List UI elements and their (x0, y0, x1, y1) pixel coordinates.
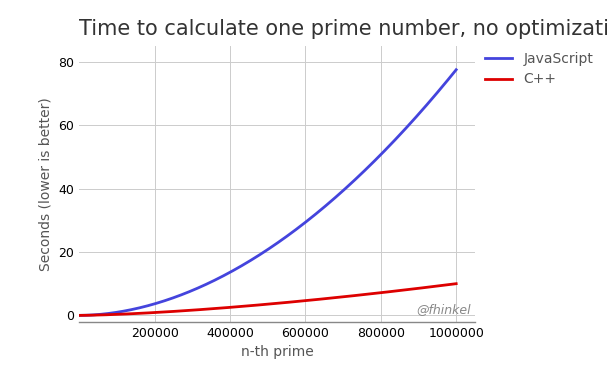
C++ (76, 313, 83, 318)
JavaScript (384, 145, 392, 149)
Legend: JavaScript, C++: JavaScript, C++ (479, 46, 599, 92)
JavaScript (280, 237, 287, 241)
JavaScript (76, 313, 83, 318)
C++ (452, 282, 460, 286)
C++ (300, 298, 307, 303)
Line: C++: C++ (79, 284, 456, 315)
Line: JavaScript: JavaScript (79, 70, 456, 315)
C++ (257, 303, 264, 307)
JavaScript (452, 67, 460, 72)
X-axis label: n-th prime: n-th prime (241, 345, 314, 359)
C++ (443, 283, 451, 287)
JavaScript (257, 252, 264, 257)
JavaScript (255, 254, 262, 258)
C++ (280, 301, 287, 305)
C++ (384, 290, 392, 294)
JavaScript (443, 79, 451, 83)
Y-axis label: Seconds (lower is better): Seconds (lower is better) (39, 97, 53, 271)
Text: Time to calculate one prime number, no optimizations: Time to calculate one prime number, no o… (79, 19, 609, 39)
C++ (255, 303, 262, 307)
JavaScript (300, 221, 307, 226)
Text: @fhinkel: @fhinkel (417, 303, 471, 316)
